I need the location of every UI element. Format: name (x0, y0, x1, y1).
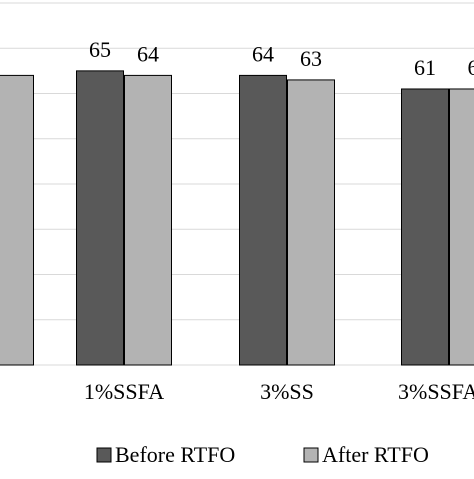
bar-before-1 (77, 71, 124, 365)
bar-before-3 (402, 89, 449, 365)
bar-after-0 (0, 75, 34, 365)
data-label: 6 (468, 55, 474, 80)
bar-after-2 (288, 80, 335, 365)
bar-after-3 (450, 89, 474, 365)
bar-before-2 (240, 75, 287, 365)
bars (0, 71, 474, 365)
data-label: 65 (89, 37, 111, 62)
legend-swatch-before (97, 448, 111, 462)
category-label: 3%SS (260, 379, 314, 404)
legend: Before RTFO After RTFO (97, 442, 429, 467)
data-label: 61 (414, 55, 436, 80)
legend-label-before: Before RTFO (115, 442, 235, 467)
legend-label-after: After RTFO (322, 442, 429, 467)
data-labels: 65 64 61 64 63 6 (89, 37, 474, 80)
bar-after-1 (125, 75, 172, 365)
category-label: 3%SSFA (398, 379, 474, 404)
data-label: 64 (137, 41, 159, 66)
category-label: 1%SSFA (84, 379, 164, 404)
data-label: 63 (300, 46, 322, 71)
data-label: 64 (252, 41, 274, 66)
legend-swatch-after (304, 448, 318, 462)
category-labels: 1%SSFA 3%SS 3%SSFA (84, 379, 474, 404)
